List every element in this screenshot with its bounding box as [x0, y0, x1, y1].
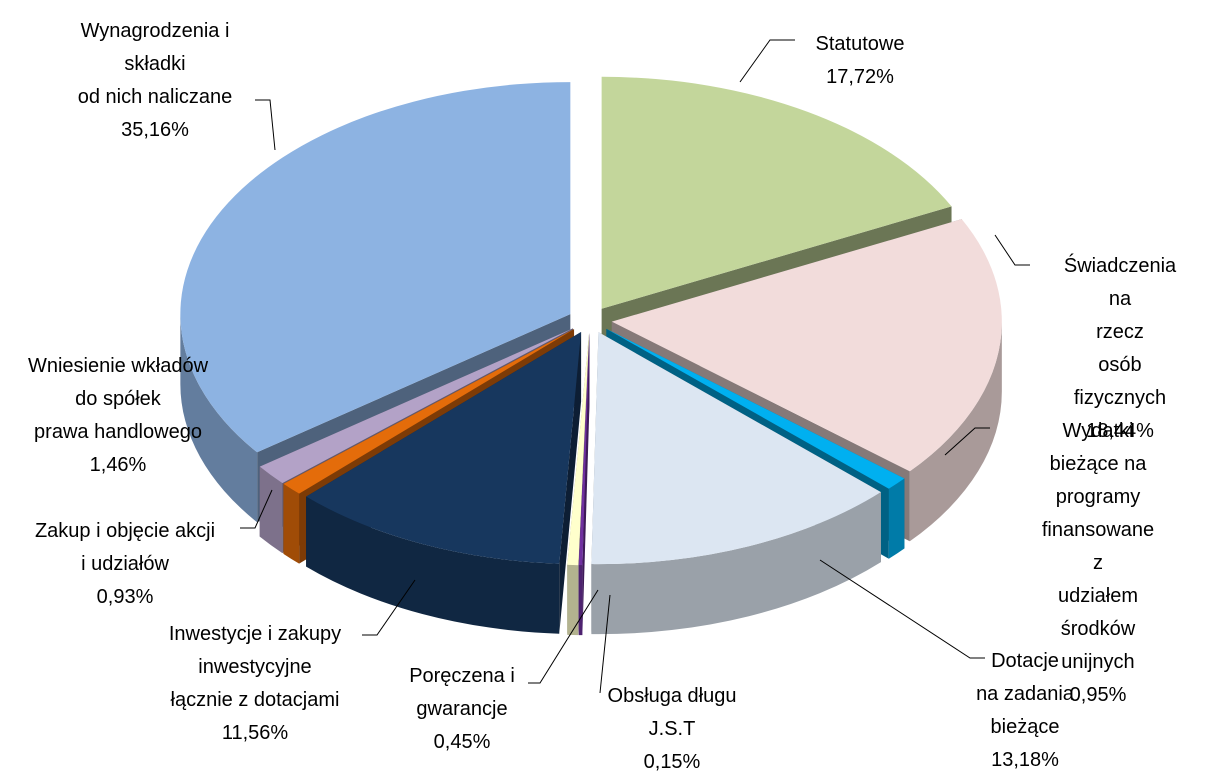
slice-label: Wynagrodzenia i składki od nich naliczan…: [78, 15, 233, 147]
slice-label: Inwestycje i zakupy inwestycyjne łącznie…: [169, 618, 341, 750]
category-name: Obsługa długu J.S.T: [608, 680, 737, 746]
category-name: Dotacje na zadania bieżące: [976, 645, 1074, 744]
category-name: Zakup i objęcie akcji i udziałów: [35, 515, 215, 581]
value-label: 0,15%: [608, 746, 737, 779]
value-label: 1,46%: [28, 449, 208, 482]
value-label: 0,93%: [35, 581, 215, 614]
category-name: Wniesienie wkładów do spółek prawa handl…: [28, 350, 208, 449]
slice-wall: [283, 484, 299, 564]
slice-wall: [889, 478, 905, 558]
category-name: Poręczena i gwarancje: [409, 660, 515, 726]
value-label: 11,56%: [169, 717, 341, 750]
leader-line: [255, 100, 275, 150]
value-label: 17,72%: [816, 61, 905, 94]
category-name: Wydatki bieżące na programy finansowane …: [1042, 415, 1154, 679]
slice-wall: [579, 565, 583, 635]
leader-line: [995, 235, 1030, 265]
value-label: 35,16%: [78, 114, 233, 147]
category-name: Wynagrodzenia i składki od nich naliczan…: [78, 15, 233, 114]
slice-label: Wniesienie wkładów do spółek prawa handl…: [28, 350, 208, 482]
value-label: 13,18%: [976, 744, 1074, 777]
category-name: Inwestycje i zakupy inwestycyjne łącznie…: [169, 618, 341, 717]
leader-line: [740, 40, 795, 82]
value-label: 0,45%: [409, 726, 515, 759]
category-name: Statutowe: [816, 28, 905, 61]
category-name: Świadczenia na rzecz osób fizycznych: [1064, 250, 1176, 415]
